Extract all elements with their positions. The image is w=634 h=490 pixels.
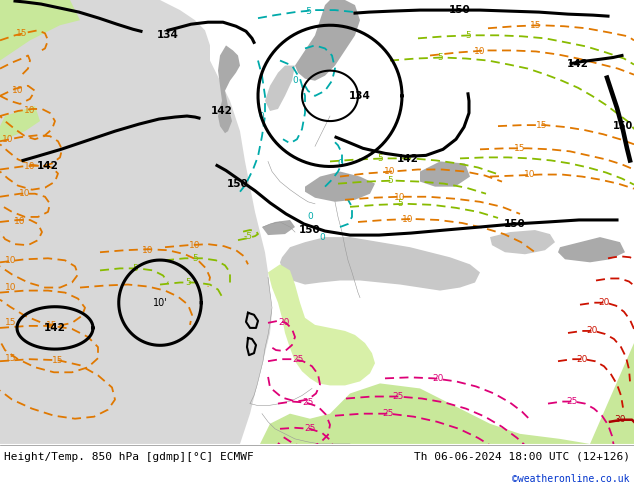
Text: 30: 30	[614, 415, 626, 424]
Text: 10: 10	[14, 218, 26, 226]
Text: 15: 15	[536, 121, 548, 130]
Text: 0: 0	[292, 76, 298, 85]
Text: 10: 10	[384, 167, 396, 176]
Text: 142: 142	[211, 106, 233, 116]
Polygon shape	[260, 0, 634, 444]
Text: 15: 15	[530, 21, 541, 30]
Text: 15: 15	[46, 321, 58, 330]
Text: 20: 20	[598, 298, 610, 307]
Text: 10: 10	[12, 86, 23, 96]
Text: 20: 20	[576, 355, 588, 364]
Text: Th 06-06-2024 18:00 UTC (12+126): Th 06-06-2024 18:00 UTC (12+126)	[414, 452, 630, 462]
Polygon shape	[305, 172, 375, 202]
Text: 150: 150	[613, 121, 633, 131]
Text: 10: 10	[394, 193, 406, 202]
Polygon shape	[262, 220, 295, 235]
Text: 142: 142	[397, 154, 419, 165]
Text: -5: -5	[304, 6, 313, 16]
Text: 0: 0	[307, 213, 313, 221]
Text: 25: 25	[382, 409, 394, 418]
Polygon shape	[295, 0, 360, 81]
Text: Height/Temp. 850 hPa [gdmp][°C] ECMWF: Height/Temp. 850 hPa [gdmp][°C] ECMWF	[4, 452, 254, 462]
Text: 25: 25	[304, 424, 316, 433]
Text: 5: 5	[465, 31, 471, 40]
Text: 15: 15	[5, 318, 16, 327]
Text: 25: 25	[302, 398, 314, 407]
Text: 134: 134	[349, 91, 371, 101]
Text: 5: 5	[397, 199, 403, 208]
Text: 15: 15	[16, 29, 28, 38]
Text: 5: 5	[132, 264, 138, 273]
Text: 10: 10	[5, 256, 16, 265]
Text: 25: 25	[392, 392, 404, 401]
Text: 0: 0	[258, 112, 264, 121]
Text: 0: 0	[319, 233, 325, 242]
Text: 5: 5	[437, 53, 443, 62]
Text: 10: 10	[19, 189, 31, 198]
Polygon shape	[280, 237, 480, 291]
Text: 10: 10	[3, 135, 14, 144]
Polygon shape	[420, 161, 470, 187]
Text: 142: 142	[567, 59, 589, 69]
Text: 10': 10'	[153, 298, 167, 308]
Text: -5: -5	[243, 232, 252, 241]
Text: 10: 10	[402, 216, 414, 224]
Text: 10: 10	[24, 162, 36, 171]
Text: 5: 5	[387, 176, 393, 185]
Text: 20: 20	[278, 318, 290, 327]
Text: 150: 150	[504, 219, 526, 229]
Text: 5: 5	[185, 278, 191, 287]
Polygon shape	[265, 66, 295, 111]
Text: 15: 15	[52, 356, 64, 365]
Polygon shape	[268, 264, 375, 386]
Text: 15: 15	[514, 144, 526, 153]
Text: 10: 10	[474, 47, 486, 56]
Text: ©weatheronline.co.uk: ©weatheronline.co.uk	[512, 474, 630, 484]
Text: 10: 10	[24, 106, 36, 116]
Text: 142: 142	[44, 323, 66, 333]
Polygon shape	[0, 0, 272, 444]
Text: 15: 15	[5, 354, 16, 363]
Polygon shape	[218, 46, 240, 133]
Text: 5: 5	[192, 254, 198, 263]
Text: 142: 142	[37, 162, 59, 172]
Text: 0: 0	[337, 159, 343, 168]
Text: 20: 20	[586, 326, 598, 336]
Text: 10: 10	[190, 241, 201, 250]
Text: 10: 10	[5, 283, 16, 292]
Text: 150: 150	[227, 179, 249, 189]
Text: 150: 150	[449, 5, 471, 15]
Text: 134: 134	[157, 30, 179, 40]
Polygon shape	[238, 351, 258, 386]
Text: 20: 20	[432, 374, 444, 383]
Polygon shape	[0, 0, 80, 61]
Polygon shape	[490, 230, 555, 254]
Polygon shape	[0, 106, 40, 141]
Text: 25: 25	[292, 355, 304, 364]
Text: 10: 10	[142, 245, 154, 255]
Polygon shape	[558, 237, 625, 262]
Text: 25: 25	[566, 397, 578, 406]
Text: 5: 5	[377, 154, 383, 163]
Text: 150: 150	[299, 225, 321, 235]
Text: 10: 10	[524, 170, 536, 179]
